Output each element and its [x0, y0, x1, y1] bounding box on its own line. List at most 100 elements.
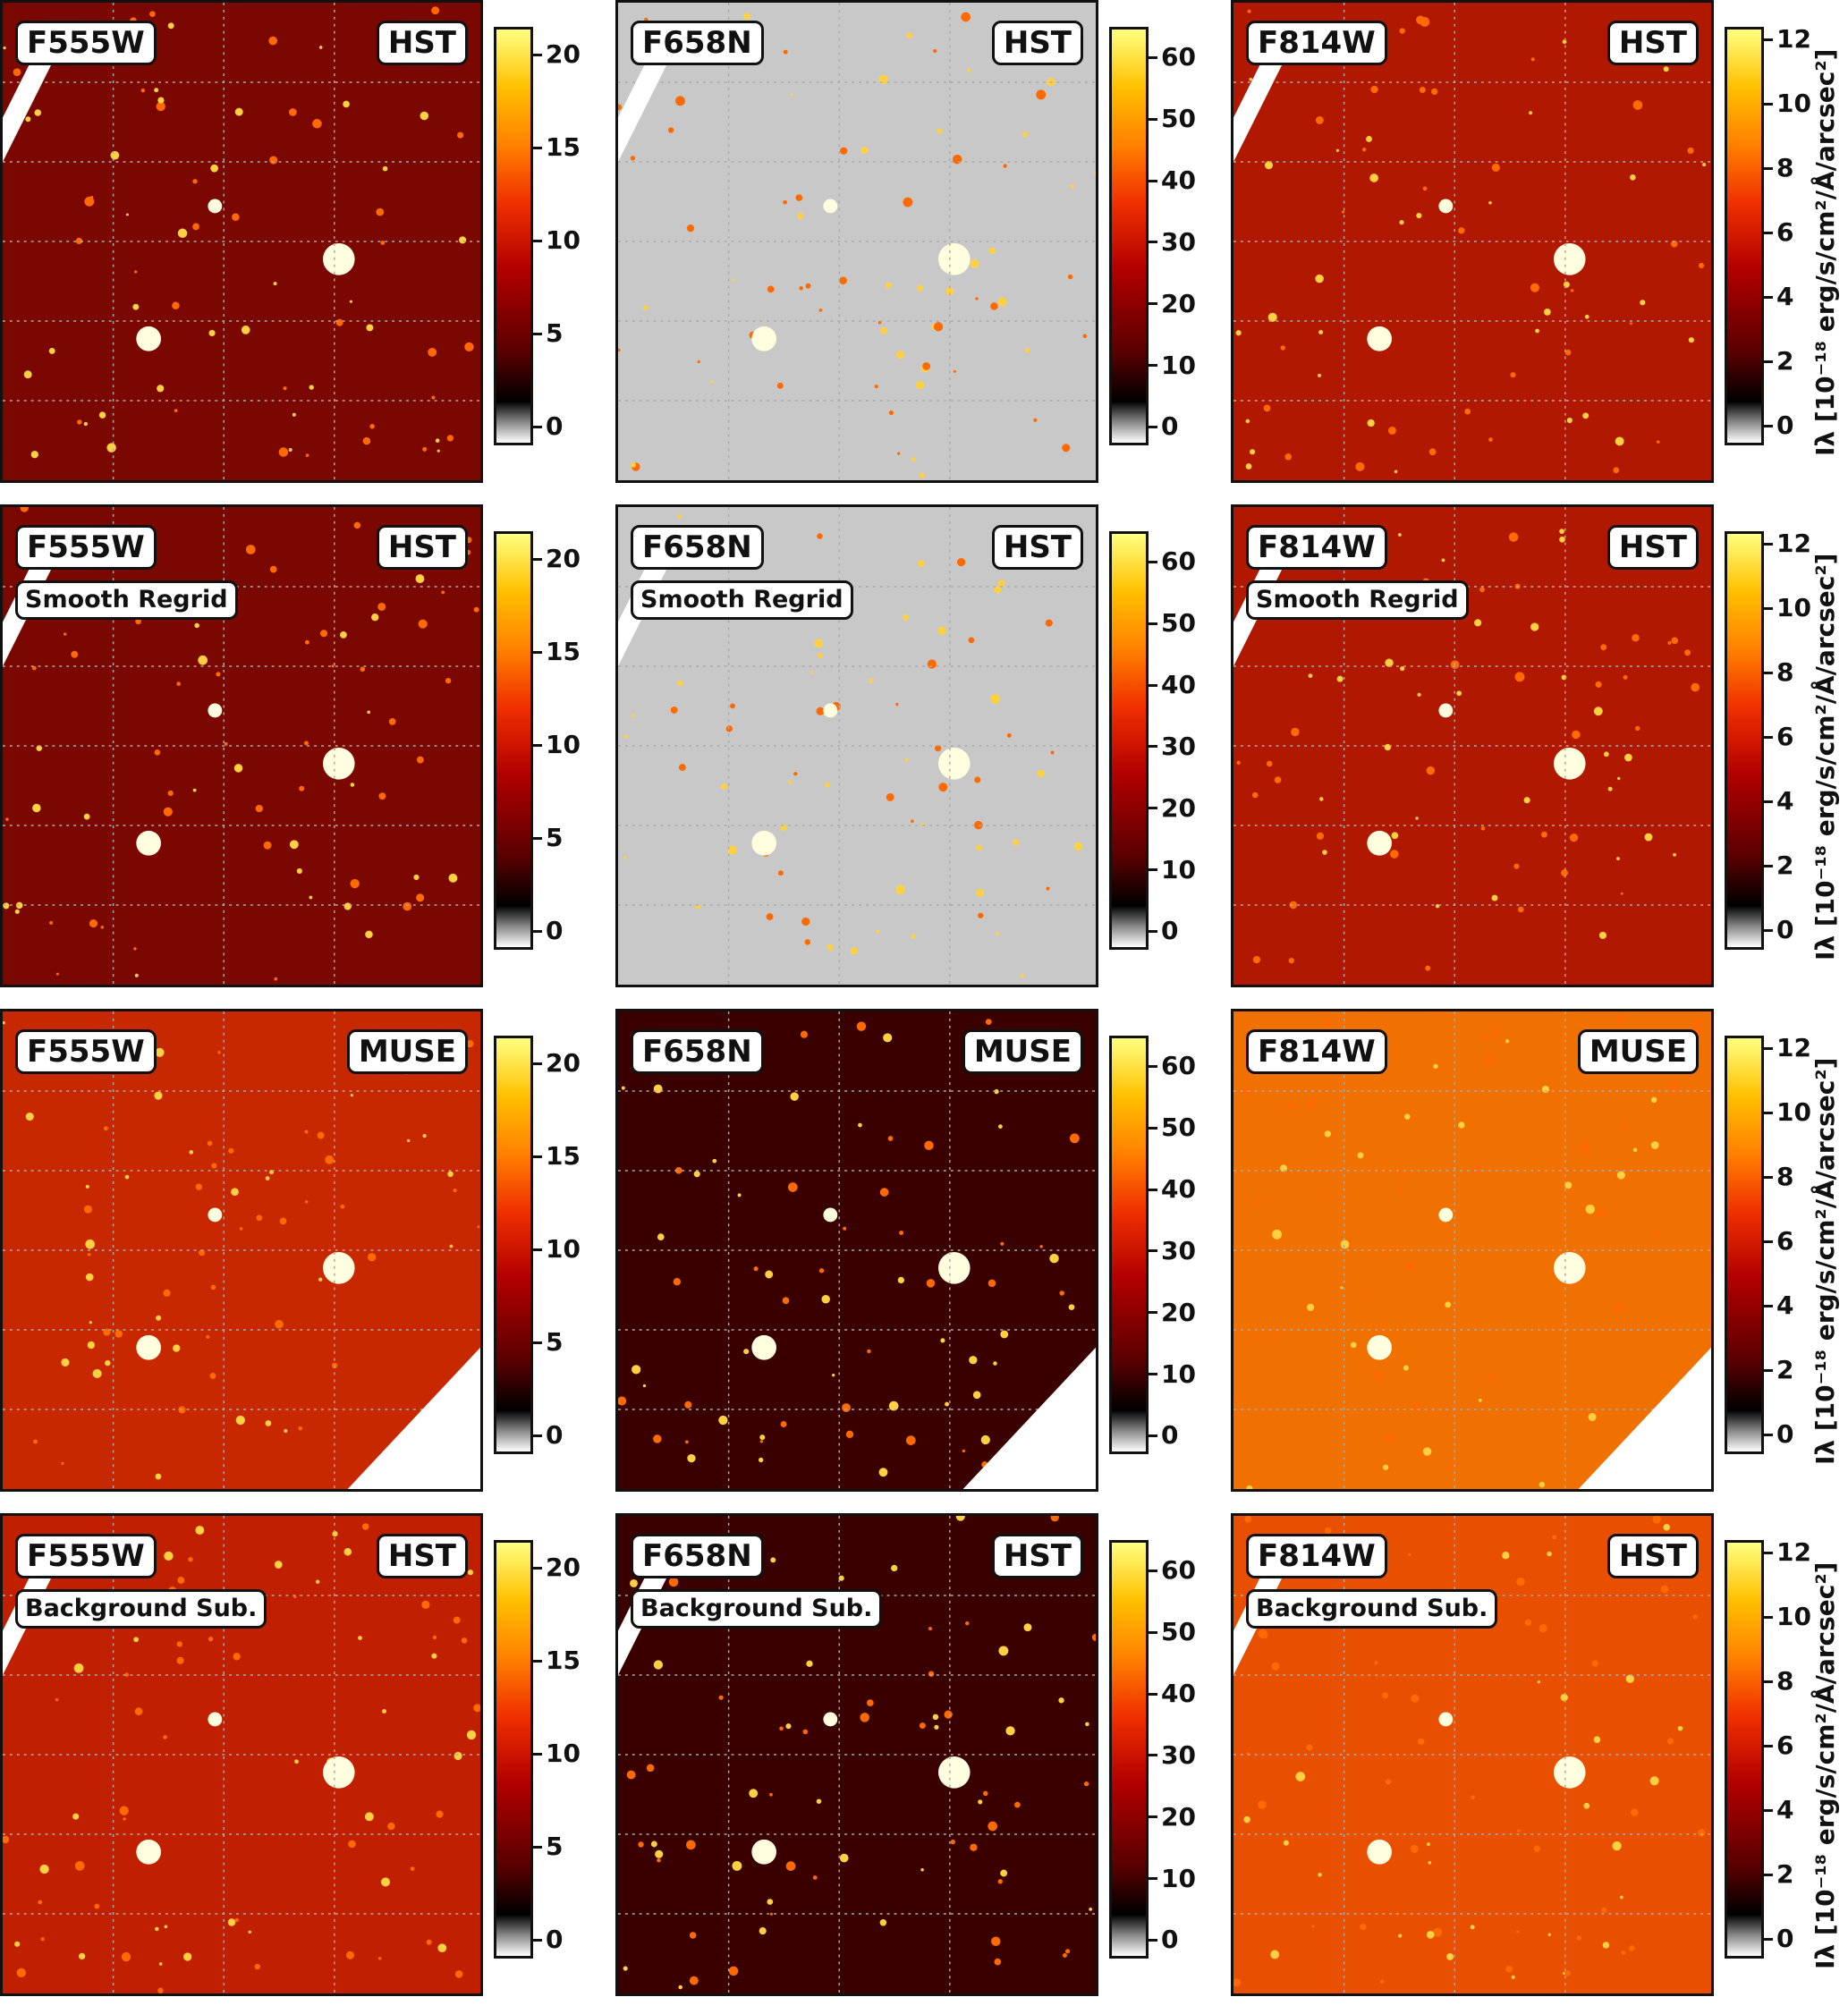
star-point [1254, 1199, 1259, 1205]
star-point [728, 1966, 739, 1976]
star-point [3, 1835, 10, 1844]
star-point [1632, 1147, 1638, 1153]
star-point [1510, 372, 1516, 378]
star-point [1478, 1398, 1482, 1402]
star-point [1244, 1516, 1252, 1523]
star-point [689, 1932, 697, 1939]
colorbar-tick-mark [533, 1566, 542, 1570]
star-point [1325, 1527, 1332, 1535]
colorbar-tick-mark [1764, 800, 1773, 803]
star-point [1370, 85, 1378, 94]
star-point [418, 619, 428, 629]
star-point [217, 1051, 221, 1054]
star-point [446, 435, 454, 442]
star-point [420, 111, 429, 121]
colorbar-tick-label: 10 [1161, 1863, 1196, 1893]
star-point [743, 1349, 750, 1355]
star-point [1422, 186, 1428, 191]
star-point [1233, 1397, 1239, 1404]
star-point [64, 632, 67, 636]
star-point [1005, 1726, 1015, 1736]
star-point [83, 813, 90, 820]
image-map: F555W HST Background Sub. [0, 1513, 483, 1996]
star-point [878, 1468, 888, 1477]
star-point [812, 1875, 818, 1880]
image-map: F555W HST Smooth Regrid [0, 504, 483, 987]
star-point [304, 639, 309, 645]
processing-label: Background Sub. [631, 1589, 883, 1629]
filter-label: F555W [15, 21, 157, 65]
star-point [1674, 1320, 1677, 1324]
star-point [1068, 1304, 1075, 1311]
star-point [227, 1918, 236, 1926]
star-point [650, 1841, 657, 1848]
bright-source [322, 1251, 355, 1284]
image-map: F658N HST Smooth Regrid [615, 504, 1098, 987]
star-point [154, 749, 161, 756]
colorbar [1725, 27, 1764, 445]
colorbar-tick-label: 30 [1161, 226, 1196, 257]
star-point [1670, 240, 1678, 248]
star-point [1416, 212, 1422, 219]
image-map: F814W HST Background Sub. [1231, 1513, 1714, 1996]
star-point [1491, 894, 1498, 901]
star-point [208, 1636, 214, 1642]
panel-f555w-hst-0: F555W HST 0 5 10 15 20 [0, 0, 615, 501]
star-point [800, 1030, 809, 1038]
star-point [416, 893, 425, 902]
colorbar-tick-mark [1764, 1304, 1773, 1307]
star-point [732, 278, 735, 282]
star-point [657, 1857, 661, 1863]
star-point [1069, 1133, 1080, 1144]
star-point [911, 934, 916, 939]
star-point [477, 1225, 480, 1229]
star-point [1560, 1693, 1568, 1702]
colorbar-axis-label: Iλ [10⁻¹⁸ erg/s/cm²/Å/arcsec²] [1810, 553, 1840, 960]
colorbar-tick-mark [1764, 735, 1773, 739]
star-point [832, 1373, 835, 1377]
colorbar-tick-mark [1149, 1434, 1157, 1437]
colorbar-tick-mark [1764, 38, 1773, 41]
star-point [1315, 115, 1324, 124]
star-point [879, 1919, 887, 1926]
bright-source [208, 703, 223, 718]
colorbar-tick-label: 12 [1776, 1537, 1811, 1568]
filter-label: F814W [1246, 1029, 1387, 1074]
no-data-stripe [1233, 64, 1283, 162]
colorbar-tick-mark [1149, 622, 1157, 625]
colorbar-tick-label: 10 [546, 1234, 581, 1265]
star-point [985, 1019, 992, 1026]
star-point [743, 13, 750, 21]
colorbar-tick-label: 60 [1161, 1051, 1196, 1081]
star-point [167, 22, 174, 30]
colorbar-tick-mark [1149, 1569, 1157, 1572]
colorbar-tick-label: 60 [1161, 1555, 1196, 1586]
star-point [858, 1122, 862, 1128]
processing-label: Smooth Regrid [1246, 580, 1469, 620]
star-point [1632, 634, 1640, 642]
colorbar-tick-mark [1149, 929, 1157, 933]
colorbar-tick-mark [1764, 1680, 1773, 1683]
colorbar-tick-label: 12 [1776, 24, 1811, 55]
star-point [653, 1434, 662, 1443]
star-point [906, 32, 913, 39]
colorbar-tick-mark [1149, 1630, 1157, 1634]
star-point [993, 1361, 997, 1366]
star-point [431, 1653, 437, 1659]
bright-source [1438, 703, 1454, 718]
star-point [293, 1595, 297, 1599]
star-point [817, 653, 823, 659]
star-point [1426, 1842, 1430, 1847]
star-point [887, 1136, 894, 1141]
colorbar-tick-label: 10 [546, 225, 581, 256]
star-point [955, 1516, 965, 1521]
star-point [1410, 1844, 1419, 1853]
star-point [292, 412, 296, 417]
star-point [317, 1131, 325, 1139]
star-point [1426, 766, 1436, 775]
colorbar-tick-mark [533, 146, 542, 149]
star-point [903, 614, 909, 622]
star-point [61, 1358, 70, 1367]
star-point [1273, 1331, 1278, 1336]
star-point [712, 1158, 717, 1164]
